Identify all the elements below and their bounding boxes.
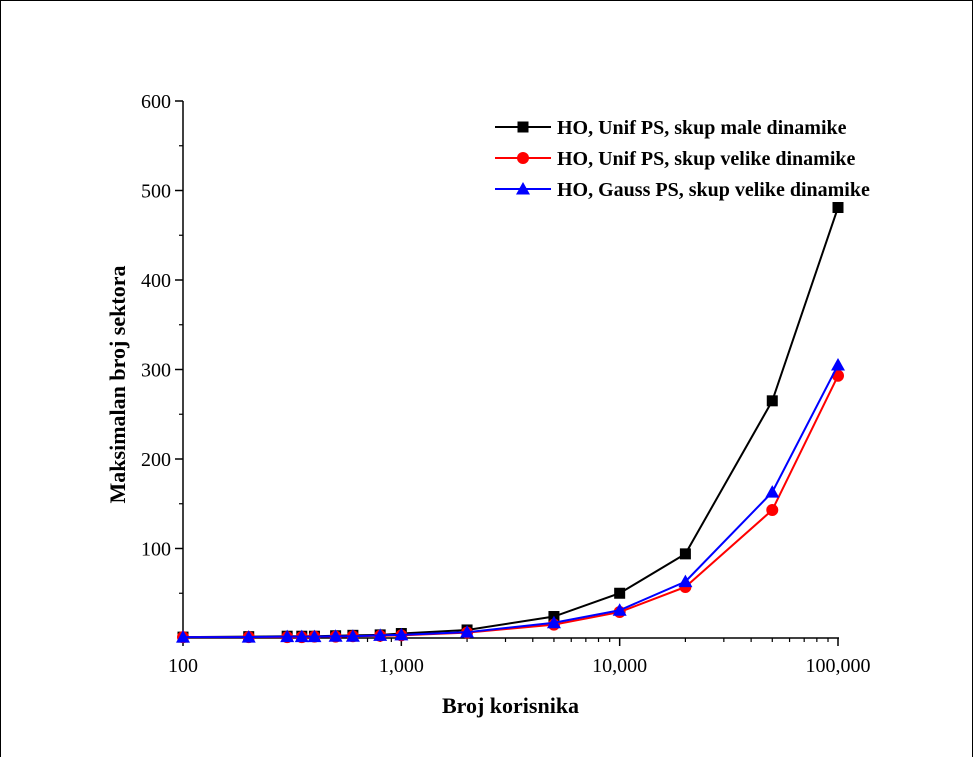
marker-square xyxy=(766,395,778,407)
marker-triangle xyxy=(516,182,530,195)
x-axis-title: Broj korisnika xyxy=(442,693,579,718)
legend-item-2: HO, Unif PS, skup velike dinamike xyxy=(495,148,856,170)
marker-circle xyxy=(517,152,529,164)
marker-triangle xyxy=(345,629,360,642)
x-tick-label: 1,000 xyxy=(379,655,424,677)
marker-triangle xyxy=(765,485,780,498)
series-layer xyxy=(176,202,845,644)
marker-triangle xyxy=(307,629,322,643)
marker-triangle xyxy=(280,629,295,643)
y-tick-label: 300 xyxy=(141,360,171,382)
marker-triangle xyxy=(546,615,561,629)
marker-square xyxy=(679,548,691,560)
y-tick-label: 200 xyxy=(141,449,171,471)
series-2 xyxy=(177,369,844,644)
y-tick-label: 400 xyxy=(141,270,171,292)
marker-triangle xyxy=(176,630,190,643)
legend-label: HO, Unif PS, skup velike dinamike xyxy=(557,148,856,170)
marker-triangle xyxy=(328,629,343,642)
marker-circle xyxy=(766,504,779,517)
marker-square xyxy=(614,587,626,599)
series-line xyxy=(183,364,839,639)
marker-square xyxy=(832,202,844,214)
legend-item-1: HO, Unif PS, skup male dinamike xyxy=(495,117,847,139)
y-tick-label: 100 xyxy=(141,539,171,561)
y-tick-label: 500 xyxy=(141,181,171,203)
series-3 xyxy=(176,358,845,643)
marker-triangle xyxy=(612,603,627,616)
series-line xyxy=(182,207,839,639)
legend-item-3: HO, Gauss PS, skup velike dinamike xyxy=(495,179,870,201)
legend: HO, Unif PS, skup male dinamike HO, Unif … xyxy=(495,117,870,201)
ticks: 100 200 300 400 500 600 100 1,000 10,000 100,000 xyxy=(141,91,871,677)
marker-triangle xyxy=(241,630,256,643)
marker-triangle xyxy=(294,629,309,643)
marker-triangle xyxy=(678,574,693,588)
marker-square xyxy=(517,121,529,133)
marker-triangle xyxy=(394,627,409,641)
y-axis-title: Maksimalan broj sektora xyxy=(105,266,130,504)
marker-triangle xyxy=(831,358,845,371)
series-1 xyxy=(177,202,844,643)
legend-label: HO, Gauss PS, skup velike dinamike xyxy=(557,179,870,201)
marker-triangle xyxy=(373,628,388,641)
x-tick-label: 100 xyxy=(168,655,198,677)
x-tick-label: 10,000 xyxy=(592,655,647,677)
legend-label: HO, Unif PS, skup male dinamike xyxy=(557,117,847,139)
marker-triangle xyxy=(460,625,475,638)
x-tick-label: 100,000 xyxy=(806,655,871,677)
y-tick-label: 600 xyxy=(141,91,171,113)
series-line xyxy=(183,375,839,639)
